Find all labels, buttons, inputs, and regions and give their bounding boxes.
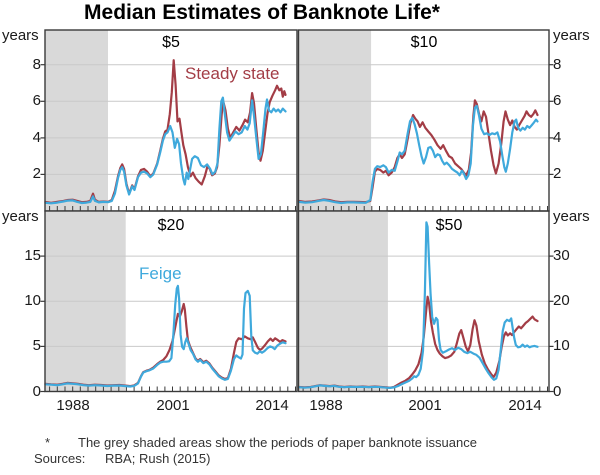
y-tick-label: 20 <box>553 292 570 310</box>
x-tick-label: 1988 <box>309 397 343 414</box>
sources-label: Sources: <box>34 451 86 466</box>
y-tick-label: 0 <box>32 382 41 400</box>
panel-title-10: $10 <box>410 34 438 51</box>
y-axis-unit-top-left: years <box>2 27 39 44</box>
panel-title-5: $5 <box>162 34 180 51</box>
footnote-text: The grey shaded areas show the periods o… <box>78 435 477 450</box>
panel-title-20: $20 <box>157 217 185 234</box>
sources-text: RBA; Rush (2015) <box>105 451 211 466</box>
y-tick-label: 6 <box>553 92 562 110</box>
x-tick-label: 2014 <box>255 397 289 414</box>
y-tick-label: 8 <box>553 55 562 73</box>
y-tick-label: 10 <box>24 292 41 310</box>
y-axis-unit-bottom-left: years <box>2 208 39 225</box>
x-tick-label: 1988 <box>56 397 90 414</box>
x-tick-label: 2001 <box>156 397 190 414</box>
y-axis-unit-top-right: years <box>553 27 590 44</box>
y-axis-unit-bottom-right: years <box>553 208 590 225</box>
y-tick-label: 10 <box>553 337 570 355</box>
y-tick-label: 8 <box>32 55 41 73</box>
footnote-marker: * <box>45 435 51 450</box>
y-tick-label: 0 <box>553 382 562 400</box>
panel-title-50: $50 <box>435 217 463 234</box>
y-tick-label: 4 <box>32 128 41 146</box>
y-tick-label: 15 <box>24 247 41 265</box>
y-tick-label: 2 <box>32 165 41 183</box>
y-tick-label: 6 <box>32 92 41 110</box>
x-tick-label: 2014 <box>508 397 542 414</box>
y-tick-label: 5 <box>32 337 41 355</box>
chart-title: Median Estimates of Banknote Life* <box>84 1 440 24</box>
y-tick-label: 2 <box>553 165 562 183</box>
y-tick-label: 30 <box>553 247 570 265</box>
y-tick-label: 4 <box>553 128 562 146</box>
x-tick-label: 2001 <box>408 397 442 414</box>
series-label-feige: Feige <box>139 264 182 283</box>
series-label-steady-state: Steady state <box>185 64 280 83</box>
